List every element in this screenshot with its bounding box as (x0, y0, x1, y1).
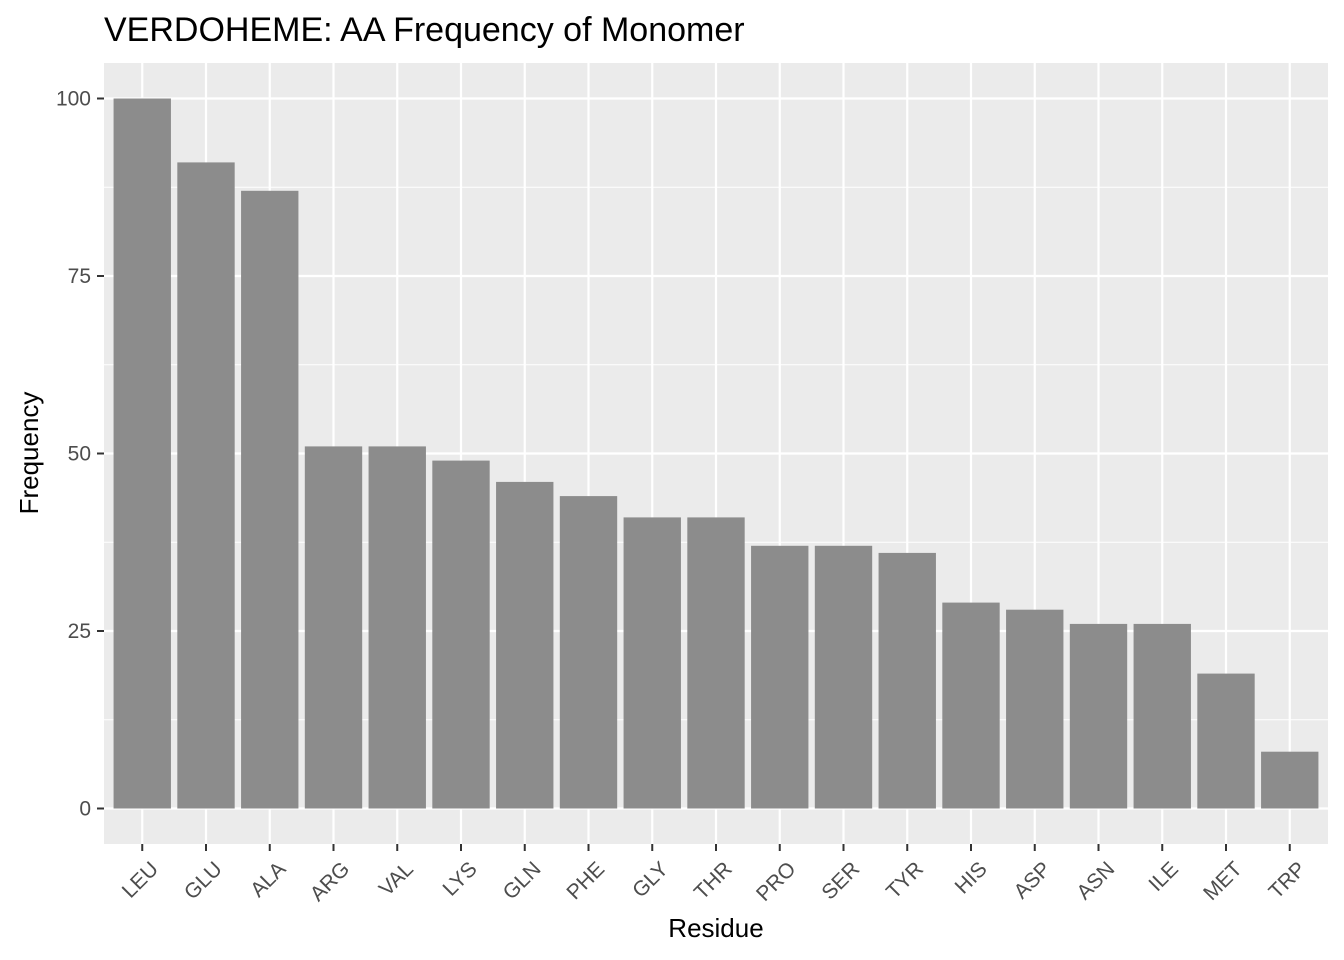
x-tick-label: ARG (306, 857, 354, 905)
x-tick-label: ILE (1144, 857, 1183, 896)
y-axis-title: Frequency (14, 392, 44, 515)
x-tick-label: GLU (180, 857, 227, 904)
bar-met (1197, 673, 1255, 809)
bar-trp (1261, 751, 1319, 809)
x-tick-label: HIS (951, 857, 992, 898)
y-tick-label: 100 (56, 88, 91, 111)
x-tick-label: TYR (882, 857, 928, 903)
bar-ala (241, 190, 299, 809)
x-tick-label: THR (690, 857, 737, 904)
bar-ile (1133, 623, 1191, 809)
bar-his (942, 602, 1000, 809)
bar-asn (1069, 623, 1128, 809)
bar-gly (623, 517, 681, 809)
x-axis: LEU GLU ALA ARG VAL LYS GLN PHE GLY THR PRO SER TYR H… (118, 844, 1311, 906)
x-tick-label: PRO (752, 857, 800, 905)
bar-asp (1006, 609, 1064, 809)
bar-lys (432, 460, 490, 809)
x-tick-label: LYS (438, 857, 481, 900)
bar-gln (496, 481, 554, 809)
bar-leu (113, 98, 171, 809)
x-tick-label: ASN (1072, 857, 1119, 904)
y-tick-label: 50 (68, 443, 91, 466)
bar-glu (177, 162, 235, 809)
y-tick-label: 0 (79, 798, 91, 821)
bar-arg (304, 446, 363, 809)
y-tick-label: 25 (68, 620, 91, 643)
x-tick-label: LEU (118, 857, 163, 902)
x-tick-label: VAL (375, 857, 418, 900)
bar-ser (814, 545, 873, 809)
y-axis: 0 25 50 75 100 (56, 88, 104, 821)
bar-val (368, 446, 426, 809)
x-tick-label: GLN (499, 857, 546, 904)
bar-pro (751, 545, 809, 809)
x-tick-label: ALA (246, 857, 290, 901)
x-tick-label: TRP (1265, 857, 1311, 903)
x-tick-label: GLY (628, 857, 673, 902)
x-tick-label: ASP (1009, 857, 1055, 903)
bar-thr (687, 517, 745, 809)
bar-tyr (878, 552, 936, 809)
x-tick-label: PHE (562, 857, 609, 904)
bar-phe (559, 496, 618, 809)
y-tick-label: 75 (68, 265, 91, 288)
chart-title: VERDOHEME: AA Frequency of Monomer (104, 11, 745, 49)
x-tick-label: MET (1199, 857, 1247, 905)
bars (113, 98, 1319, 809)
x-axis-title: Residue (668, 913, 763, 943)
x-tick-label: SER (817, 857, 864, 904)
